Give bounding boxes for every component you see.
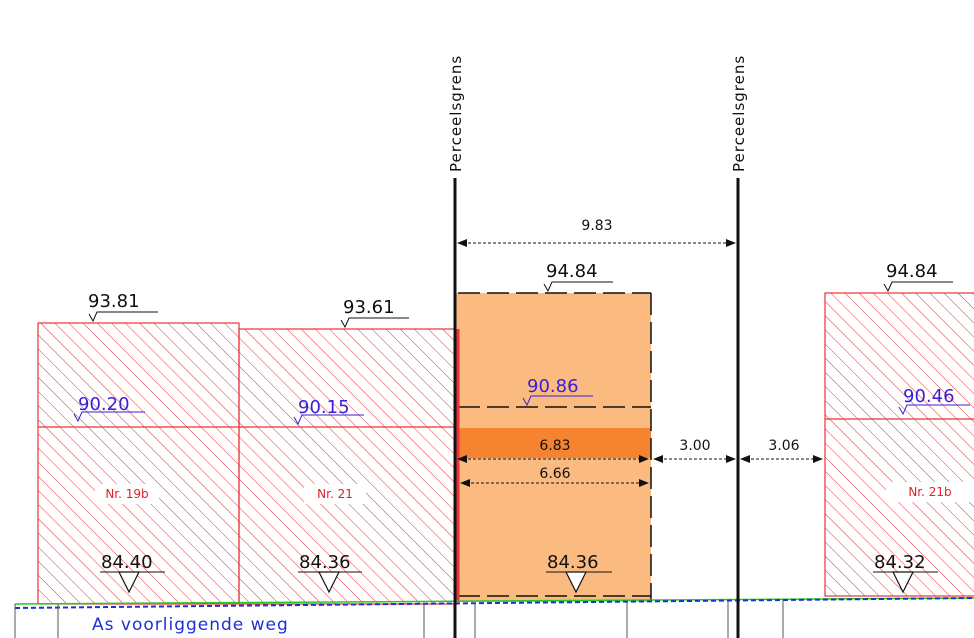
level-marker-ground-nr21: 84.36 [298,552,362,594]
dimension-plot-width: 9.83 [457,218,736,247]
level-marker-ridge-nr21b: 94.84 [883,261,953,293]
dimension-value: 9.83 [581,218,612,234]
building-label: Nr. 21 [317,487,353,501]
svg-text:93.61: 93.61 [343,297,395,318]
building-nr21b: Nr. 21b [824,292,974,597]
level-marker-eave-nr21b: 90.46 [898,386,970,416]
svg-text:90.86: 90.86 [527,376,579,397]
dimension-value: 6.66 [539,466,570,482]
svg-text:84.36: 84.36 [547,552,599,573]
svg-text:90.15: 90.15 [298,397,350,418]
building-label-box [886,482,974,502]
plot-boundary-right: Perceelsgrens [730,55,748,638]
level-marker-eave-nr19b: 90.20 [73,394,145,423]
dimension-value: 6.83 [539,438,570,454]
building-label-box [304,484,366,504]
building-label-box [95,484,159,504]
building-label: Nr. 19b [105,487,148,501]
level-marker-ridge-nr19b: 93.81 [88,291,158,323]
plot-boundary-label: Perceelsgrens [447,55,465,172]
level-marker-eave-new: 90.86 [522,376,593,407]
level-marker-ground-nr19b: 84.40 [100,552,165,594]
dimension-gap-right: 3.00 [653,438,736,463]
plot-boundary-left: Perceelsgrens [447,55,465,638]
svg-text:84.32: 84.32 [874,552,926,573]
level-marker-ground-nr21b: 84.32 [873,552,938,594]
building-nr19b: Nr. 19b [37,322,240,605]
plot-boundary-label: Perceelsgrens [730,55,748,172]
dimension-width-lower: 6.66 [460,466,649,487]
building-nr21: Nr. 21 [238,328,459,605]
new-building [455,292,652,602]
dimension-width-upper: 6.83 [457,438,649,463]
dimension-value: 3.06 [768,438,799,454]
dimension-value: 3.00 [679,438,710,454]
svg-text:93.81: 93.81 [88,291,140,312]
svg-text:90.20: 90.20 [78,394,130,415]
svg-text:94.84: 94.84 [886,261,938,282]
road-axis-label: As voorliggende weg [92,615,289,635]
level-marker-eave-nr21: 90.15 [293,397,364,426]
new-building-band [455,428,651,458]
svg-text:84.40: 84.40 [101,552,153,573]
level-marker-ridge-new: 94.84 [543,261,613,293]
svg-text:90.46: 90.46 [903,386,955,407]
dimension-gap-neighbor: 3.06 [740,438,823,463]
road: As voorliggende weg [14,597,974,638]
level-marker-ridge-nr21: 93.61 [340,297,409,329]
svg-text:84.36: 84.36 [299,552,351,573]
level-marker-ground-new: 84.36 [546,552,612,594]
building-label: Nr. 21b [908,485,951,499]
svg-text:94.84: 94.84 [546,261,598,282]
